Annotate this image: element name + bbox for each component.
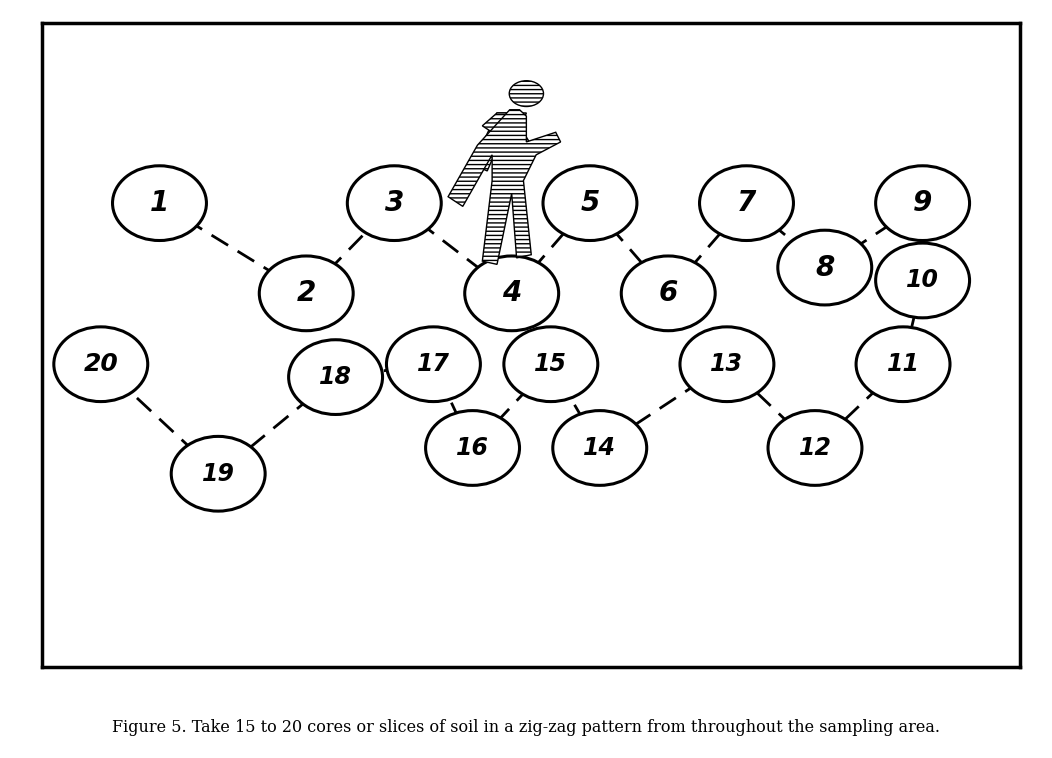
Text: 6: 6 [659,280,677,307]
Ellipse shape [509,81,544,106]
Ellipse shape [426,411,520,485]
Text: 18: 18 [319,365,352,389]
Text: 11: 11 [887,352,919,376]
Ellipse shape [54,327,147,402]
Ellipse shape [113,166,206,240]
Ellipse shape [622,256,715,330]
Ellipse shape [700,166,793,240]
Ellipse shape [875,166,970,240]
Text: 19: 19 [202,462,235,486]
Ellipse shape [777,230,872,305]
Text: 7: 7 [736,190,756,217]
Text: 20: 20 [83,352,118,376]
Ellipse shape [259,256,353,330]
Text: 13: 13 [710,352,744,376]
Text: 10: 10 [906,268,939,293]
Text: 1: 1 [149,190,169,217]
Ellipse shape [171,437,265,511]
Text: 16: 16 [457,436,489,460]
Ellipse shape [543,166,636,240]
Text: 2: 2 [297,280,316,307]
Text: 8: 8 [815,254,834,281]
Text: 17: 17 [417,352,450,376]
Ellipse shape [856,327,950,402]
Text: 15: 15 [534,352,567,376]
Ellipse shape [465,256,559,330]
Polygon shape [472,113,526,171]
Ellipse shape [552,411,647,485]
Text: 5: 5 [581,190,600,217]
Ellipse shape [504,327,598,402]
Polygon shape [448,110,561,265]
Ellipse shape [386,327,481,402]
Ellipse shape [875,243,970,318]
Text: 4: 4 [502,280,522,307]
Text: 12: 12 [798,436,831,460]
Ellipse shape [768,411,862,485]
Text: 9: 9 [913,190,932,217]
Ellipse shape [347,166,441,240]
Ellipse shape [680,327,774,402]
Ellipse shape [288,340,383,415]
Text: 14: 14 [583,436,616,460]
Text: Figure 5. Take 15 to 20 cores or slices of soil in a zig-zag pattern from throug: Figure 5. Take 15 to 20 cores or slices … [112,719,940,736]
Text: 3: 3 [385,190,404,217]
Polygon shape [482,113,531,158]
